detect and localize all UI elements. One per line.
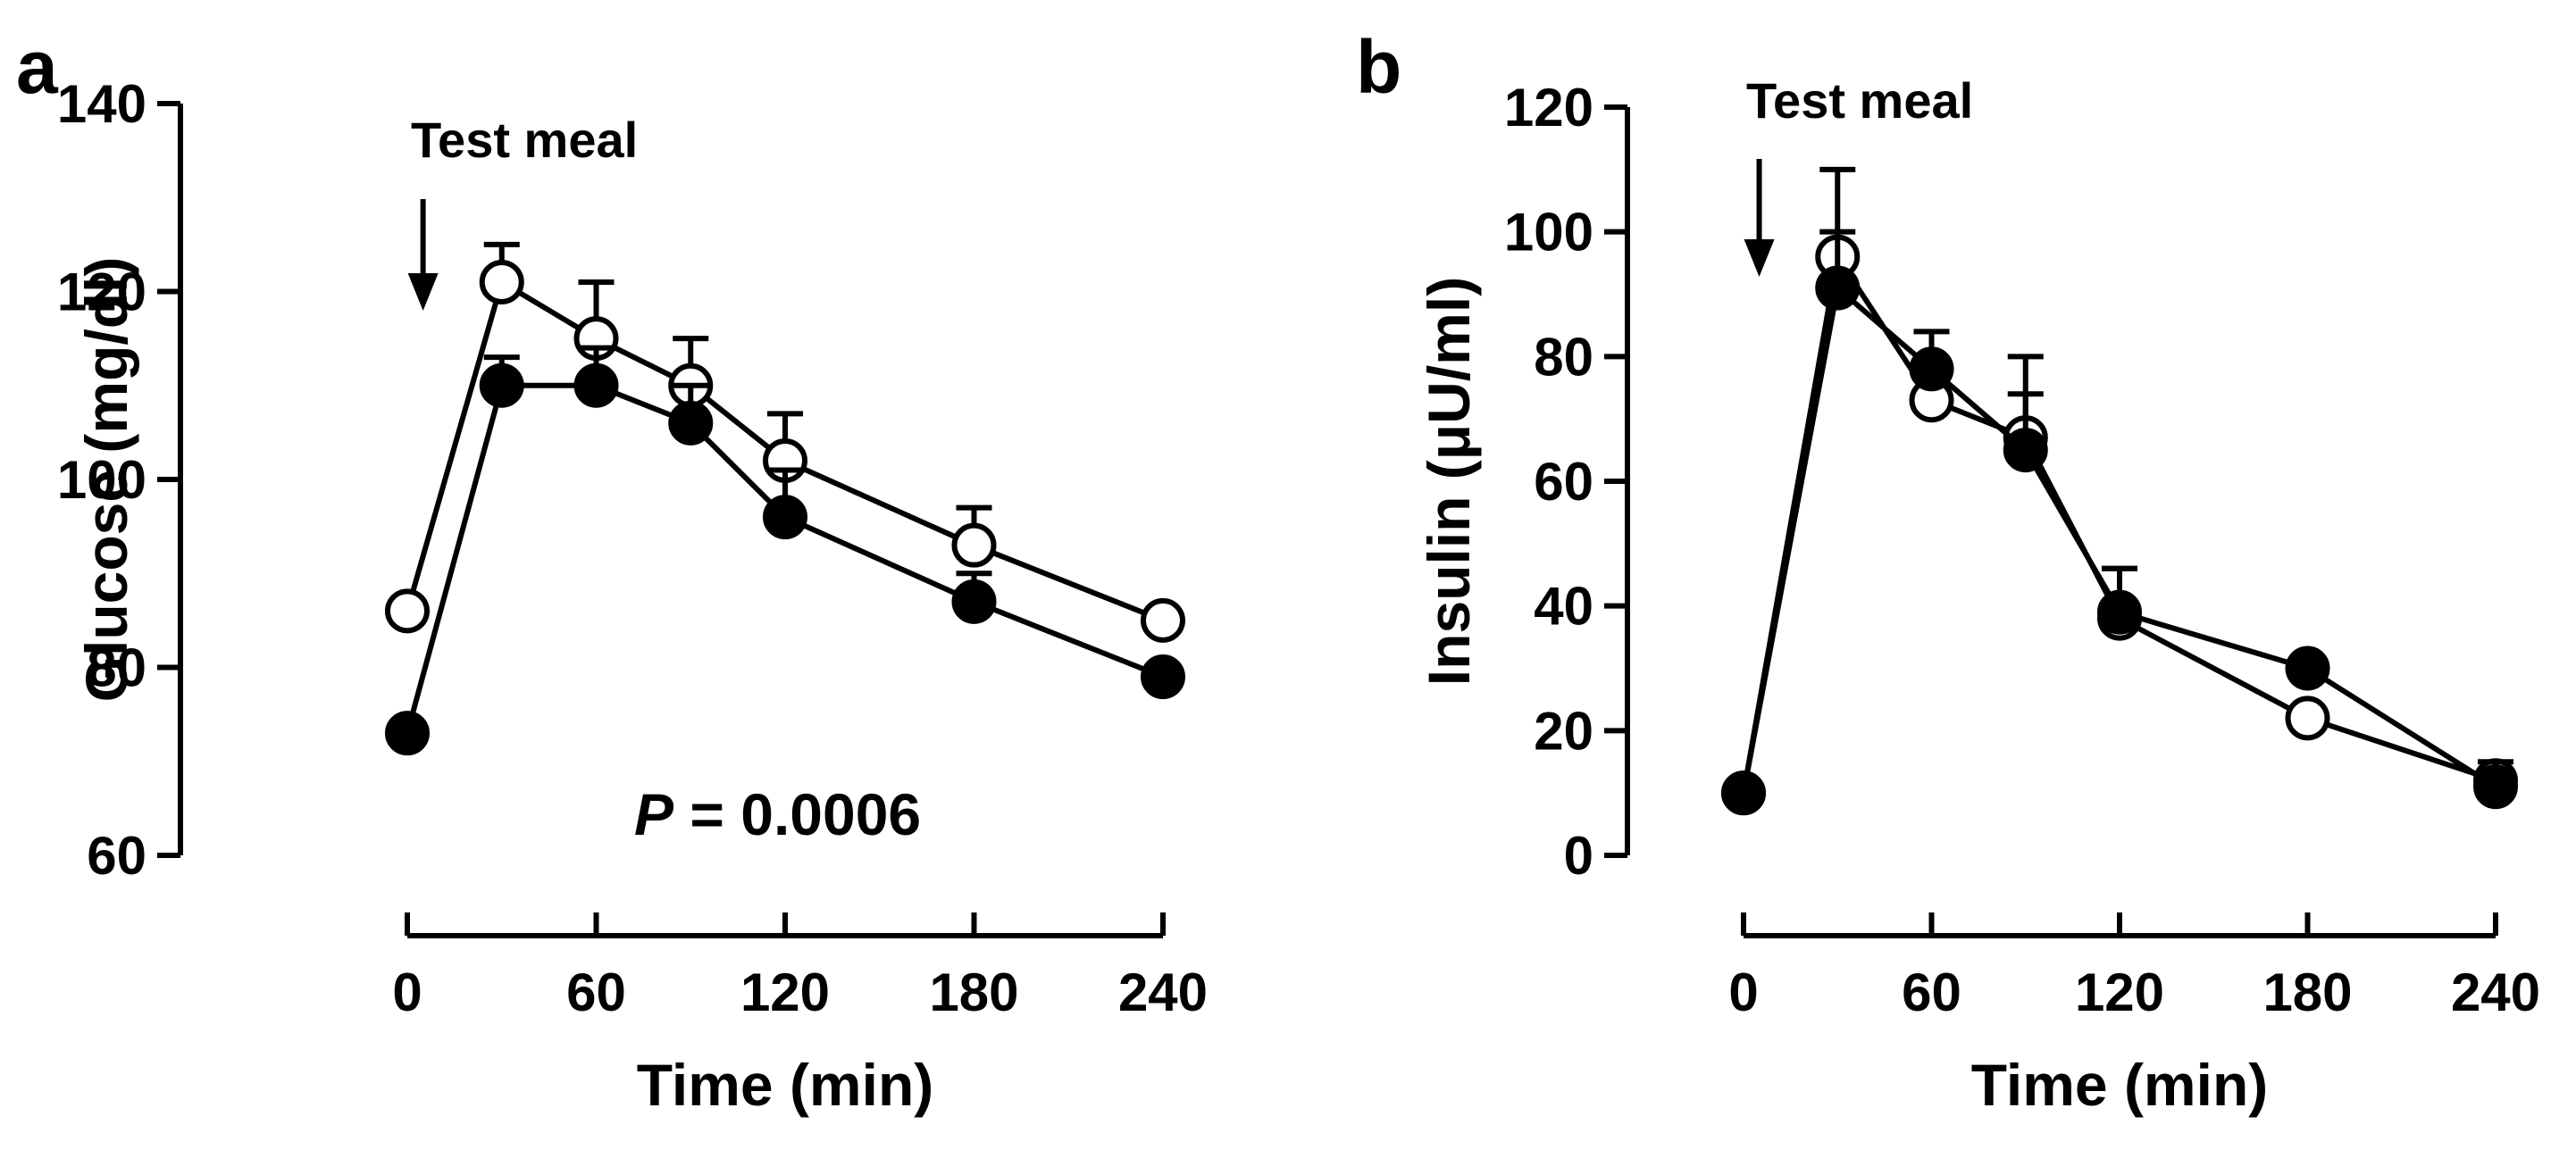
x-tick-label: 180 [2262,962,2352,1022]
data-point-filled [951,579,997,624]
y-tick-label: 60 [87,826,146,886]
data-point-filled [385,711,430,756]
test-meal-annotation: Test meal [1746,72,1973,129]
series-filled-circles [385,345,1185,756]
x-tick-label: 0 [392,962,422,1022]
y-tick-label: 0 [1564,826,1593,886]
panel-letter: b [1356,25,1401,109]
y-tick-label: 20 [1534,701,1593,761]
data-point-filled [1141,654,1185,700]
p-value-symbol: P [634,781,674,847]
p-value-annotation: P = 0.0006 [634,781,921,847]
y-tick-label: 120 [57,262,146,322]
data-point-filled [1909,346,1954,392]
data-point-filled [1815,265,1861,311]
x-tick-label: 240 [2451,962,2540,1022]
panel-a-glucose-chart: a 60 80 100 120 140 Glucose (mg/dl) 0 60 120 180 24… [16,25,1208,1118]
panel-letter: a [16,25,59,109]
data-point-filled [2473,764,2518,810]
x-axis-label: Time (min) [1971,1052,2268,1118]
series-line [1741,282,2497,794]
p-value-number: = 0.0006 [673,781,921,847]
y-tick-label: 80 [1534,327,1593,387]
data-point-filled [2285,646,2330,691]
y-tick-label: 40 [1534,577,1593,637]
x-tick-label: 240 [1118,962,1208,1022]
y-tick-label: 100 [1504,203,1593,262]
data-point-open [479,259,524,304]
data-point-filled [763,495,807,540]
test-meal-arrow-head [407,273,439,311]
y-axis-label: Insulin (μU/ml) [1416,277,1482,686]
data-point-filled [479,362,524,408]
data-point-filled [2097,589,2142,635]
data-point-open [2285,696,2330,741]
y-tick-label: 140 [57,74,146,134]
data-point-open [951,522,997,568]
x-tick-label: 0 [1728,962,1758,1022]
y-tick-label: 60 [1534,452,1593,512]
data-point-open [385,588,430,634]
x-tick-label: 60 [566,962,626,1022]
x-tick-label: 120 [740,962,830,1022]
x-tick-label: 60 [1902,962,1961,1022]
x-tick-label: 120 [2075,962,2164,1022]
y-axis-label: Glucose (mg/dl) [73,257,139,703]
test-meal-annotation: Test meal [411,112,638,168]
test-meal-arrow-head [1744,239,1775,277]
series-open-circles [385,241,1185,643]
data-point-filled [573,362,619,408]
x-axis-label: Time (min) [637,1052,933,1118]
panel-b-insulin-chart: b 0 20 40 60 80 100 120 Insulin (μU/ml) 0 60 120 180… [1356,25,2540,1118]
series-open-circles [1721,166,2518,816]
y-tick-label: 100 [57,450,146,510]
data-point-filled [1721,771,1766,816]
y-tick-label: 120 [1504,78,1593,137]
data-point-filled [668,400,714,446]
series-filled-circles [1721,229,2518,816]
x-tick-label: 180 [929,962,1018,1022]
data-point-open [1141,597,1185,643]
y-tick-label: 80 [87,638,146,698]
data-point-filled [2003,428,2048,473]
